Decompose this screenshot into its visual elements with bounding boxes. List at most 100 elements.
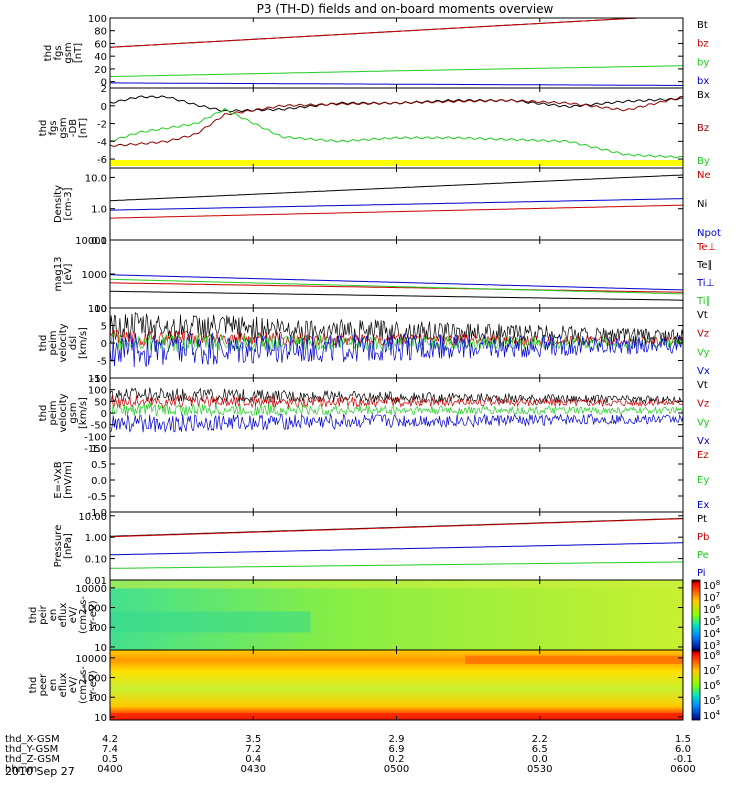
series-by bbox=[110, 65, 684, 77]
legend-Ni: Ni bbox=[697, 199, 707, 210]
y-tick-label: 10000 bbox=[75, 584, 107, 595]
y-tick-label: 10 bbox=[94, 713, 107, 724]
plot-area bbox=[110, 448, 683, 512]
y-axis-label: [nT] bbox=[78, 118, 89, 138]
y-tick-label: 0.0 bbox=[91, 476, 107, 487]
legend-Vx: Vx bbox=[697, 436, 710, 447]
legend-bx: bx bbox=[697, 76, 709, 87]
y-axis-label: thd bbox=[43, 45, 54, 62]
ephemeris-value: -0.1 bbox=[673, 754, 693, 765]
date-label: 2010 Sep 27 bbox=[5, 765, 75, 778]
series-Bz bbox=[109, 95, 684, 147]
colorbar-tick-label: 104 bbox=[703, 709, 721, 722]
y-tick-label: 0 bbox=[101, 409, 107, 420]
ephemeris-value: 2.2 bbox=[532, 734, 548, 745]
ephemeris-row-label: hhmm bbox=[5, 764, 37, 775]
y-tick-label: 10 bbox=[94, 304, 107, 315]
plot-area bbox=[110, 88, 683, 168]
y-axis-label: gsm bbox=[58, 117, 69, 138]
y-axis-label: mag13 bbox=[53, 257, 64, 292]
y-axis-label: peir bbox=[38, 604, 49, 624]
legend-Vz: Vz bbox=[697, 399, 709, 410]
y-axis-label: thd bbox=[28, 677, 39, 694]
series-Bx bbox=[109, 95, 684, 113]
y-axis-label: sr-eV) bbox=[88, 600, 99, 629]
y-axis-label: peer bbox=[38, 673, 49, 697]
legend-Npot: Npot bbox=[697, 228, 721, 239]
y-tick-label: 1000 bbox=[82, 674, 107, 685]
y-axis-label: gsm bbox=[68, 402, 79, 423]
series-Te⊥ bbox=[109, 282, 684, 293]
colorbar-tick-label: 107 bbox=[703, 664, 720, 677]
ion-spectrogram-top bbox=[110, 580, 683, 589]
panel-3: Ne Ni Npot 10.0 1.0 0.1 Density [cm-3] bbox=[53, 167, 721, 247]
legend-Ti⊥: Ti⊥ bbox=[696, 278, 714, 289]
plot-area bbox=[110, 512, 683, 580]
y-axis-label: [km/s] bbox=[78, 397, 89, 429]
y-tick-label: 60 bbox=[94, 39, 107, 50]
legend-Bt: Bt bbox=[697, 20, 708, 31]
y-tick-label: -5 bbox=[97, 357, 107, 368]
series-Vy bbox=[109, 332, 684, 353]
colorbar-tick-label: 108 bbox=[703, 649, 720, 662]
colorbar bbox=[691, 579, 701, 651]
flag-bar bbox=[110, 160, 683, 166]
series-Ti∥ bbox=[110, 278, 684, 295]
panel-frame bbox=[109, 511, 684, 581]
series-Vt bbox=[109, 312, 684, 344]
ephemeris-value: 2.9 bbox=[389, 734, 405, 745]
y-tick-label: 5 bbox=[101, 322, 107, 333]
colorbar bbox=[691, 649, 701, 721]
series-Pe bbox=[109, 561, 683, 569]
y-tick-label: 100 bbox=[88, 623, 107, 634]
y-axis-label: en bbox=[48, 679, 59, 692]
series-Vz bbox=[109, 394, 684, 409]
y-tick-label: 10000 bbox=[75, 654, 107, 665]
panel-5: Vt Vz Vy Vx 10 5 0 -5 -10 thd peim velocity dsl [km/s… bbox=[38, 304, 710, 385]
ephemeris-value: 0430 bbox=[241, 764, 266, 775]
legend-Te∥: Te∥ bbox=[696, 260, 713, 271]
legend-By: By bbox=[697, 156, 710, 167]
electron-spectrogram-band bbox=[465, 655, 683, 664]
y-tick-label: -50 bbox=[91, 421, 107, 432]
y-tick-label: -4 bbox=[97, 137, 107, 148]
series-By bbox=[109, 107, 684, 159]
ephemeris-value: 1.5 bbox=[675, 734, 691, 745]
plot-area bbox=[110, 18, 683, 88]
y-tick-label: 10.00 bbox=[78, 512, 107, 523]
panel-4: Te⊥ Te∥ Ti⊥ Ti∥ 10000 1000 100 mag13 [eV] bbox=[53, 236, 716, 315]
panel-frame bbox=[109, 447, 684, 513]
legend-Bx: Bx bbox=[697, 90, 710, 101]
ephemeris-value: 0.2 bbox=[389, 754, 405, 765]
panel-7: Ez Ey Ex 1.0 0.5 0.0 -0.5 -1.0 E=-VxB [mV/m] bbox=[53, 444, 709, 519]
legend-Te⊥: Te⊥ bbox=[696, 242, 716, 253]
series-Ti⊥ bbox=[110, 274, 683, 291]
y-axis-label: fgs bbox=[53, 45, 64, 60]
ephemeris-value: 0.5 bbox=[102, 754, 118, 765]
legend-Vy: Vy bbox=[697, 347, 710, 358]
figure-title: P3 (TH-D) fields and on-board moments ov… bbox=[257, 2, 554, 16]
y-axis-label: E=-VxB bbox=[53, 461, 64, 498]
ephemeris-value: 0400 bbox=[97, 764, 122, 775]
panel-frame bbox=[109, 17, 684, 89]
legend-Pe: Pe bbox=[697, 550, 709, 561]
legend-Pt: Pt bbox=[697, 514, 707, 525]
y-axis-label: eflux bbox=[58, 673, 69, 698]
ephemeris-value: 7.2 bbox=[245, 744, 261, 755]
series-Pi bbox=[110, 542, 684, 556]
y-tick-label: 0 bbox=[101, 78, 107, 89]
y-tick-label: -1.0 bbox=[87, 508, 107, 519]
y-axis-label: thd bbox=[38, 405, 49, 422]
y-tick-label: 0.10 bbox=[85, 555, 107, 566]
ephemeris-value: 6.9 bbox=[389, 744, 405, 755]
y-tick-label: -150 bbox=[84, 444, 107, 455]
y-axis-label: thd bbox=[38, 335, 49, 352]
y-tick-label: 80 bbox=[94, 27, 107, 38]
y-tick-label: -0.5 bbox=[87, 492, 107, 503]
series-Vt bbox=[109, 387, 684, 405]
y-axis-label: velocity bbox=[58, 393, 69, 432]
y-tick-label: 100 bbox=[88, 14, 107, 25]
y-axis-label: (cm2-s- bbox=[78, 666, 89, 704]
colorbar-tick-label: 106 bbox=[703, 679, 721, 692]
